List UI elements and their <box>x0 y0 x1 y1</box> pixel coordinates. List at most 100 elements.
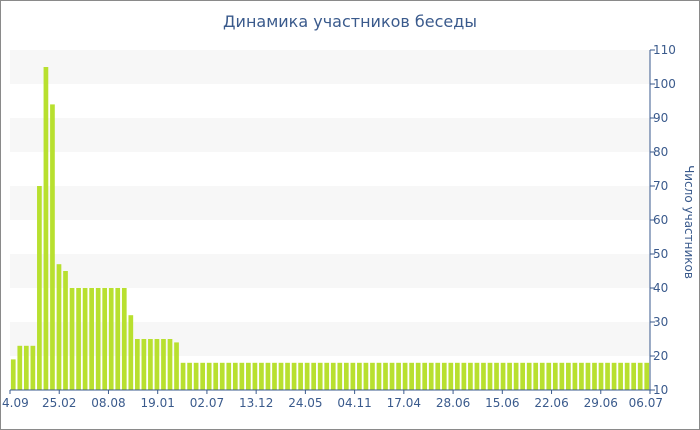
bar[interactable] <box>121 288 127 390</box>
bar[interactable] <box>10 359 16 390</box>
bar[interactable] <box>402 362 408 390</box>
bar[interactable] <box>239 362 245 390</box>
x-tick-label: 13.12 <box>239 396 273 410</box>
bar[interactable] <box>285 362 290 390</box>
bar[interactable] <box>141 339 147 390</box>
bar[interactable] <box>546 362 552 390</box>
bar[interactable] <box>23 345 29 390</box>
bar[interactable] <box>455 362 460 390</box>
bar[interactable] <box>193 362 199 390</box>
bar[interactable] <box>396 362 401 390</box>
x-tick-label: 04.11 <box>337 396 371 410</box>
bar[interactable] <box>520 362 525 390</box>
bar[interactable] <box>624 362 630 390</box>
bar[interactable] <box>89 288 94 390</box>
bar[interactable] <box>559 362 565 390</box>
bar[interactable] <box>539 362 545 390</box>
bar[interactable] <box>317 362 323 390</box>
bar[interactable] <box>69 288 75 390</box>
bar[interactable] <box>552 362 558 390</box>
bar[interactable] <box>213 362 219 390</box>
bar[interactable] <box>95 288 101 390</box>
bar[interactable] <box>566 362 571 390</box>
bar[interactable] <box>507 362 512 390</box>
bar[interactable] <box>343 362 349 390</box>
bar[interactable] <box>246 362 251 390</box>
bar[interactable] <box>206 362 212 390</box>
bar[interactable] <box>252 362 258 390</box>
bar[interactable] <box>30 345 36 390</box>
bar[interactable] <box>76 288 81 390</box>
bar[interactable] <box>56 264 62 390</box>
bar[interactable] <box>409 362 414 390</box>
bar[interactable] <box>611 362 617 390</box>
bar[interactable] <box>324 362 330 390</box>
bar[interactable] <box>311 362 317 390</box>
bar[interactable] <box>494 362 499 390</box>
bar[interactable] <box>337 362 343 390</box>
bar[interactable] <box>298 362 303 390</box>
bar[interactable] <box>357 362 362 390</box>
bar[interactable] <box>618 362 623 390</box>
bar[interactable] <box>526 362 532 390</box>
bar[interactable] <box>259 362 264 390</box>
bar[interactable] <box>441 362 447 390</box>
bar[interactable] <box>180 362 186 390</box>
bar[interactable] <box>187 362 192 390</box>
bar[interactable] <box>468 362 473 390</box>
bar[interactable] <box>350 362 356 390</box>
bar[interactable] <box>474 362 480 390</box>
bar[interactable] <box>631 362 637 390</box>
bar[interactable] <box>63 271 68 390</box>
bar[interactable] <box>461 362 467 390</box>
bar[interactable] <box>376 362 382 390</box>
bar[interactable] <box>154 339 160 390</box>
bar[interactable] <box>50 104 55 391</box>
bar[interactable] <box>102 288 108 390</box>
bar[interactable] <box>43 67 49 390</box>
bar[interactable] <box>637 362 643 390</box>
bar[interactable] <box>487 362 493 390</box>
bar[interactable] <box>363 362 369 390</box>
bar[interactable] <box>448 362 454 390</box>
bar[interactable] <box>435 362 441 390</box>
bar[interactable] <box>219 362 225 390</box>
bar[interactable] <box>370 362 375 390</box>
bar[interactable] <box>592 362 597 390</box>
bar[interactable] <box>513 362 519 390</box>
bar[interactable] <box>389 362 395 390</box>
bar[interactable] <box>37 186 42 390</box>
bar[interactable] <box>422 362 428 390</box>
bar[interactable] <box>579 362 584 390</box>
bar[interactable] <box>232 362 238 390</box>
bar[interactable] <box>598 362 604 390</box>
bar[interactable] <box>304 362 310 390</box>
bar[interactable] <box>161 339 166 390</box>
bar[interactable] <box>115 288 121 390</box>
bar[interactable] <box>644 362 650 390</box>
bar[interactable] <box>265 362 271 390</box>
bar[interactable] <box>128 315 134 390</box>
bar[interactable] <box>174 342 179 390</box>
bar[interactable] <box>82 288 88 390</box>
bar[interactable] <box>572 362 578 390</box>
bar[interactable] <box>148 339 153 390</box>
bar[interactable] <box>585 362 591 390</box>
bar[interactable] <box>428 362 434 390</box>
bar[interactable] <box>17 345 23 390</box>
bar[interactable] <box>278 362 284 390</box>
bar[interactable] <box>108 288 114 390</box>
bar[interactable] <box>533 362 539 390</box>
bar[interactable] <box>291 362 297 390</box>
bar[interactable] <box>272 362 277 390</box>
bar[interactable] <box>605 362 610 390</box>
bar[interactable] <box>135 339 140 390</box>
bar[interactable] <box>200 362 205 390</box>
bar[interactable] <box>481 362 486 390</box>
bar[interactable] <box>500 362 506 390</box>
bar[interactable] <box>330 362 336 390</box>
bar[interactable] <box>167 339 173 390</box>
bar[interactable] <box>383 362 388 390</box>
bar[interactable] <box>415 362 421 390</box>
bar[interactable] <box>226 362 232 390</box>
